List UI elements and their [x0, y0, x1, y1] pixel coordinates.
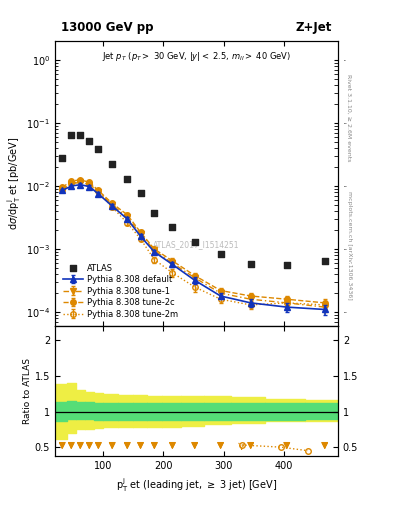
ATLAS — [321, 257, 328, 265]
ATLAS — [109, 160, 116, 168]
ATLAS — [77, 131, 83, 139]
ATLAS — [86, 137, 92, 145]
Text: ATLAS_2017_I1514251: ATLAS_2017_I1514251 — [153, 241, 240, 249]
Y-axis label: d$\sigma$/dp$_{\rm T}^{\rm j}$ et [pb/GeV]: d$\sigma$/dp$_{\rm T}^{\rm j}$ et [pb/Ge… — [6, 137, 23, 230]
ATLAS — [138, 189, 144, 197]
ATLAS — [95, 145, 101, 154]
Text: Rivet 3.1.10, ≥ 2.6M events: Rivet 3.1.10, ≥ 2.6M events — [347, 74, 352, 161]
ATLAS — [284, 261, 290, 269]
Legend: ATLAS, Pythia 8.308 default, Pythia 8.308 tune-1, Pythia 8.308 tune-2c, Pythia 8: ATLAS, Pythia 8.308 default, Pythia 8.30… — [59, 260, 181, 322]
Text: Jet $p_T$ ($p_T >$ 30 GeV, $|y| <$ 2.5, $m_{ll} >$ 40 GeV): Jet $p_T$ ($p_T >$ 30 GeV, $|y| <$ 2.5, … — [102, 50, 291, 62]
ATLAS — [59, 154, 65, 162]
ATLAS — [169, 223, 176, 231]
ATLAS — [68, 131, 74, 139]
ATLAS — [151, 208, 158, 217]
Text: Z+Jet: Z+Jet — [296, 21, 332, 34]
Text: 13000 GeV pp: 13000 GeV pp — [61, 21, 153, 34]
ATLAS — [124, 175, 130, 183]
Y-axis label: Ratio to ATLAS: Ratio to ATLAS — [23, 358, 32, 424]
ATLAS — [217, 249, 224, 258]
Text: mcplots.cern.ch [arXiv:1306.3436]: mcplots.cern.ch [arXiv:1306.3436] — [347, 191, 352, 300]
ATLAS — [248, 260, 254, 268]
X-axis label: p$_{\rm T}^{\rm j}$ et (leading jet, $\geq$ 3 jet) [GeV]: p$_{\rm T}^{\rm j}$ et (leading jet, $\g… — [116, 476, 277, 494]
ATLAS — [191, 238, 198, 246]
